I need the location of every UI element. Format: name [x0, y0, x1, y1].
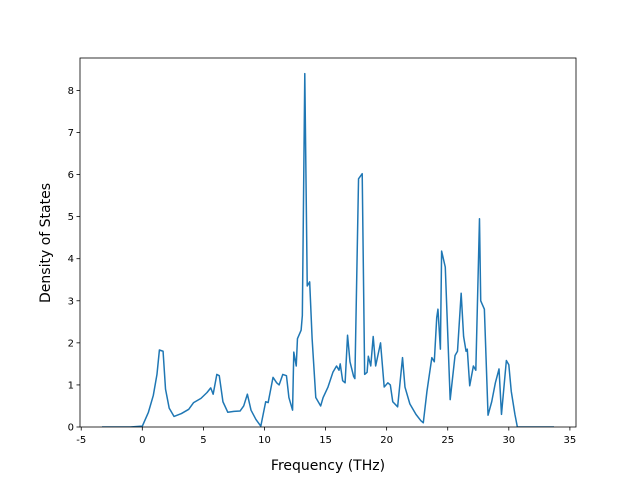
- x-tick-label: 30: [502, 435, 515, 446]
- line-series: [101, 72, 555, 427]
- y-tick-label: 8: [68, 86, 74, 97]
- x-tick-label: 15: [319, 435, 332, 446]
- y-tick-label: 3: [68, 296, 74, 307]
- x-tick-label: 10: [258, 435, 271, 446]
- y-tick-label: 2: [68, 338, 74, 349]
- x-tick-label: 0: [139, 435, 145, 446]
- x-tick-label: -5: [76, 435, 86, 446]
- y-tick-label: 1: [68, 380, 74, 391]
- y-tick-label: 0: [68, 423, 74, 434]
- x-tick-label: 25: [441, 435, 454, 446]
- x-tick-label: 5: [200, 435, 206, 446]
- plot-frame: [79, 57, 577, 428]
- x-tick-label: 20: [380, 435, 393, 446]
- y-tick-label: 6: [68, 170, 74, 181]
- x-axis-label: Frequency (THz): [271, 458, 385, 474]
- y-tick-label: 4: [68, 254, 74, 265]
- y-tick-label: 5: [68, 212, 74, 223]
- x-tick-label: 35: [564, 435, 577, 446]
- y-axis-label: Density of States: [38, 183, 54, 303]
- y-tick-label: 7: [68, 128, 74, 139]
